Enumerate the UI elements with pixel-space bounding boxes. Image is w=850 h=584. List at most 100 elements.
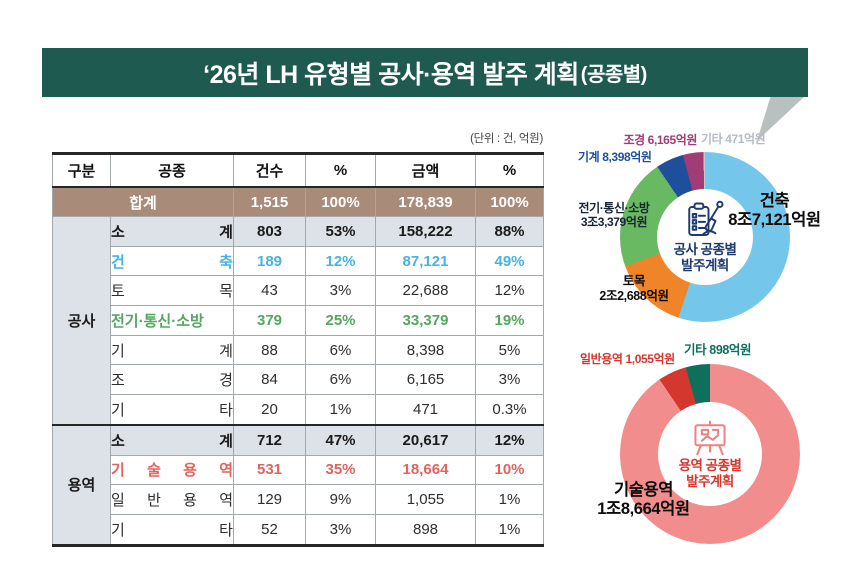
label-other-construction: 기타 471억원 bbox=[701, 132, 766, 146]
label-architecture: 건축 8조7,121억원 bbox=[712, 192, 837, 230]
label-technical-service-line1: 기술용역 bbox=[613, 481, 674, 499]
cell-amount-pct: 12% bbox=[475, 275, 544, 307]
cell-category: 토 목 bbox=[110, 275, 234, 307]
cell-category: 기 타 bbox=[110, 394, 234, 426]
construction-donut-title-line1: 공사 공종별 bbox=[673, 241, 737, 257]
cell-count-pct: 25% bbox=[305, 305, 376, 336]
label-electric-line2: 3조3,379억원 bbox=[580, 215, 648, 230]
table-row-subtotal: 공사 소 계 803 53% 158,222 88% bbox=[52, 215, 544, 426]
label-technical-service: 기술용역 1조8,664억원 bbox=[581, 481, 706, 519]
table-row: 조 경 84 6% 6,165 3% bbox=[53, 364, 544, 396]
page-title-suffix: (공종별) bbox=[580, 64, 648, 86]
cell-category: 기 타 bbox=[110, 513, 234, 546]
cell-amount: 158,222 bbox=[375, 216, 476, 247]
cell-count: 803 bbox=[233, 216, 306, 247]
col-header-amount-pct: % bbox=[475, 153, 544, 188]
table-row: 건 축 189 12% 87,121 49% bbox=[53, 245, 544, 277]
col-header-division: 구분 bbox=[52, 153, 111, 188]
cell-category: 소 계 bbox=[110, 423, 234, 456]
label-electric-line1: 전기·통신·소방 bbox=[578, 201, 650, 215]
cell-count-pct: 6% bbox=[305, 334, 376, 366]
construction-donut-center: 공사 공종별 발주계획 bbox=[657, 189, 753, 285]
cell-amount: 18,664 bbox=[375, 454, 476, 486]
col-header-count: 건수 bbox=[233, 153, 306, 188]
cell-amount-pct: 5% bbox=[475, 334, 544, 366]
cell-count-pct: 100% bbox=[305, 186, 376, 217]
label-civil-line1: 토목 bbox=[622, 274, 646, 288]
service-donut-title-line2: 발주계획 bbox=[686, 474, 734, 489]
cell-count: 88 bbox=[233, 334, 306, 366]
cell-amount: 22,688 bbox=[375, 275, 476, 307]
table-row-total: 합계 1,515 100% 178,839 100% bbox=[52, 186, 544, 217]
cell-count: 379 bbox=[233, 305, 306, 336]
order-plan-table: 구분 공종 건수 % 금액 % 합계 1,515 100% 178,839 10… bbox=[52, 152, 544, 547]
table-row: 기 타 52 3% 898 1% bbox=[53, 513, 544, 546]
cell-amount-pct: 88% bbox=[475, 216, 544, 247]
cell-count-pct: 9% bbox=[305, 484, 376, 515]
cell-category: 전기·통신·소방 bbox=[110, 305, 234, 336]
cell-count-pct: 53% bbox=[305, 216, 376, 247]
cell-amount: 6,165 bbox=[375, 364, 476, 396]
cell-category: 소 계 bbox=[110, 216, 234, 247]
cell-amount-pct: 1% bbox=[475, 484, 544, 515]
service-donut-title-line1: 용역 공종별 bbox=[678, 457, 742, 473]
cell-category: 건 축 bbox=[110, 245, 234, 277]
cell-count: 52 bbox=[233, 513, 306, 546]
construction-donut-chart: 공사 공종별 발주계획 bbox=[620, 152, 790, 322]
service-donut-title: 용역 공종별 발주계획 bbox=[679, 458, 742, 491]
cell-amount-pct: 19% bbox=[475, 305, 544, 336]
table-header-row: 구분 공종 건수 % 금액 % bbox=[52, 153, 544, 188]
table-row: 토 목 43 3% 22,688 12% bbox=[53, 275, 544, 307]
page-title: ‘26년 LH 유형별 공사·용역 발주 계획 bbox=[203, 60, 579, 89]
label-architecture-line1: 건축 bbox=[759, 192, 790, 210]
construction-donut-title-line2: 발주계획 bbox=[681, 258, 729, 273]
cell-amount: 178,839 bbox=[375, 186, 476, 217]
label-machinery: 기계 8,398억원 bbox=[578, 150, 652, 164]
cell-count: 189 bbox=[233, 245, 306, 277]
cell-category: 조 경 bbox=[110, 364, 234, 396]
col-header-count-pct: % bbox=[305, 153, 376, 188]
service-donut-chart: 용역 공종별 발주계획 bbox=[620, 364, 800, 544]
cell-category: 일 반 용 역 bbox=[110, 484, 234, 515]
cell-count: 84 bbox=[233, 364, 306, 396]
cell-count: 531 bbox=[233, 454, 306, 486]
cell-amount: 471 bbox=[375, 394, 476, 426]
label-general-service: 일반용역 1,055억원 bbox=[580, 352, 675, 366]
cell-amount-pct: 1% bbox=[475, 513, 544, 546]
presentation-easel-icon bbox=[694, 420, 726, 455]
cell-amount-pct: 49% bbox=[475, 245, 544, 277]
cell-count-pct: 12% bbox=[305, 245, 376, 277]
cell-count-pct: 47% bbox=[305, 423, 376, 456]
cell-amount-pct: 100% bbox=[475, 186, 544, 217]
cell-group-construction: 공사 bbox=[52, 215, 111, 426]
cell-count-pct: 3% bbox=[305, 513, 376, 546]
label-landscaping: 조경 6,165억원 bbox=[623, 133, 697, 147]
label-civil: 토목 2조2,688억원 bbox=[578, 274, 690, 304]
construction-donut-title: 공사 공종별 발주계획 bbox=[674, 242, 737, 275]
table-row: 일 반 용 역 129 9% 1,055 1% bbox=[53, 484, 544, 515]
table-row: 기 술 용 역 531 35% 18,664 10% bbox=[53, 454, 544, 486]
table-row: 기 타 20 1% 471 0.3% bbox=[53, 394, 544, 426]
cell-amount: 8,398 bbox=[375, 334, 476, 366]
cell-count: 129 bbox=[233, 484, 306, 515]
cell-count-pct: 3% bbox=[305, 275, 376, 307]
cell-amount: 87,121 bbox=[375, 245, 476, 277]
cell-amount: 20,617 bbox=[375, 423, 476, 456]
table-row: 전기·통신·소방 379 25% 33,379 19% bbox=[53, 305, 544, 336]
cell-count: 20 bbox=[233, 394, 306, 426]
label-architecture-line2: 8조7,121억원 bbox=[728, 210, 821, 229]
cell-count: 712 bbox=[233, 423, 306, 456]
cell-amount-pct: 3% bbox=[475, 364, 544, 396]
cell-amount-pct: 12% bbox=[475, 423, 544, 456]
col-header-worktype: 공종 bbox=[110, 153, 234, 188]
cell-amount-pct: 0.3% bbox=[475, 394, 544, 426]
cell-amount-pct: 10% bbox=[475, 454, 544, 486]
label-other-service: 기타 898억원 bbox=[684, 343, 752, 357]
col-header-amount: 금액 bbox=[375, 153, 476, 188]
cell-count-pct: 35% bbox=[305, 454, 376, 486]
cell-total-label: 합계 bbox=[52, 186, 234, 217]
cell-amount: 1,055 bbox=[375, 484, 476, 515]
cell-amount: 898 bbox=[375, 513, 476, 546]
table-row: 기 계 88 6% 8,398 5% bbox=[53, 334, 544, 366]
